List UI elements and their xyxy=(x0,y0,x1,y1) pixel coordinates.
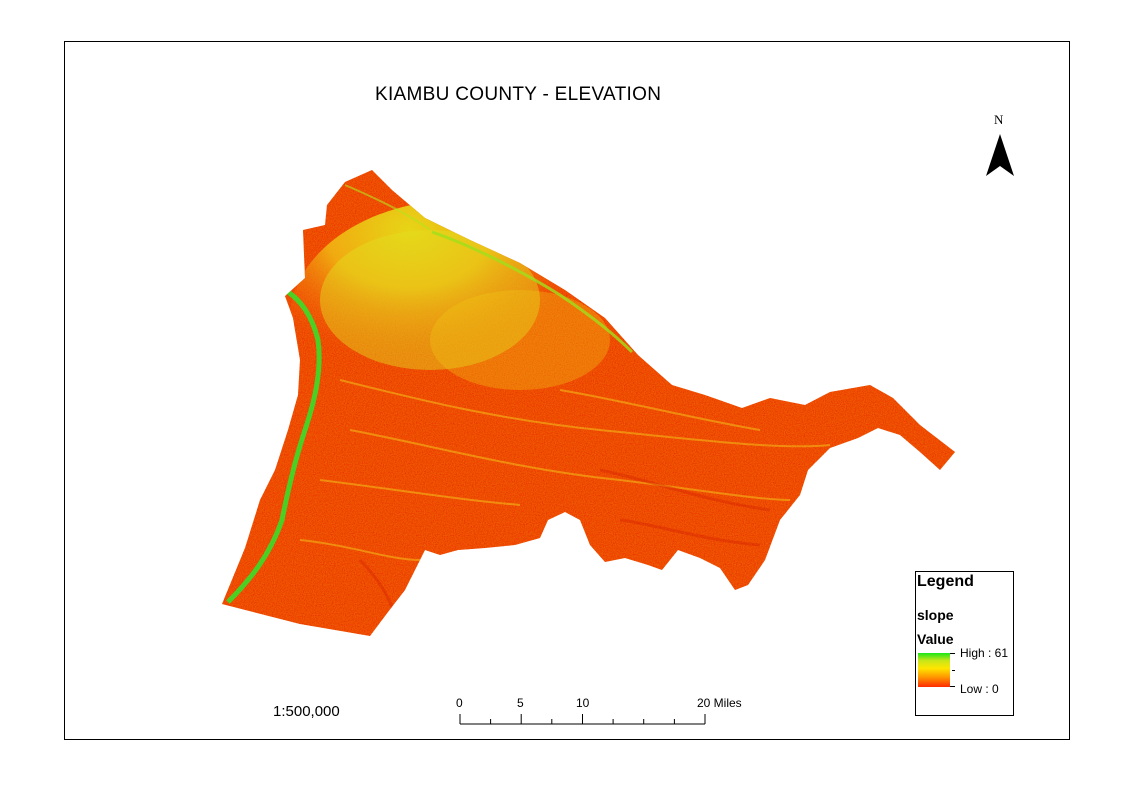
legend-tick-low xyxy=(950,686,955,687)
legend: Legend slope Value High : 61 Low : 0 xyxy=(915,571,1014,716)
scalebar-label-5: 5 xyxy=(517,696,524,710)
map-title: KIAMBU COUNTY - ELEVATION xyxy=(375,84,662,105)
scalebar-label-0: 0 xyxy=(456,696,463,710)
scale-text: 1:500,000 xyxy=(273,703,340,720)
legend-high-label: High : 61 xyxy=(960,646,1009,660)
north-arrow-icon xyxy=(986,134,1014,176)
legend-title: Legend xyxy=(917,573,974,590)
legend-tick-mid xyxy=(952,670,955,671)
scale-bar: 0 5 10 20 Miles xyxy=(440,694,760,734)
slope-raster xyxy=(222,170,955,636)
legend-layer-name: slope xyxy=(917,607,954,623)
scalebar-label-20: 20 Miles xyxy=(697,696,742,710)
north-arrow: N xyxy=(983,112,1019,178)
legend-low-label: Low : 0 xyxy=(960,682,999,696)
legend-tick-high xyxy=(950,653,955,654)
map-frame xyxy=(64,41,1070,740)
scalebar-label-10: 10 xyxy=(576,696,590,710)
scalebar-ticks xyxy=(459,714,706,725)
north-label: N xyxy=(994,112,1004,127)
legend-color-ramp xyxy=(918,653,950,687)
legend-field-name: Value xyxy=(917,631,954,647)
